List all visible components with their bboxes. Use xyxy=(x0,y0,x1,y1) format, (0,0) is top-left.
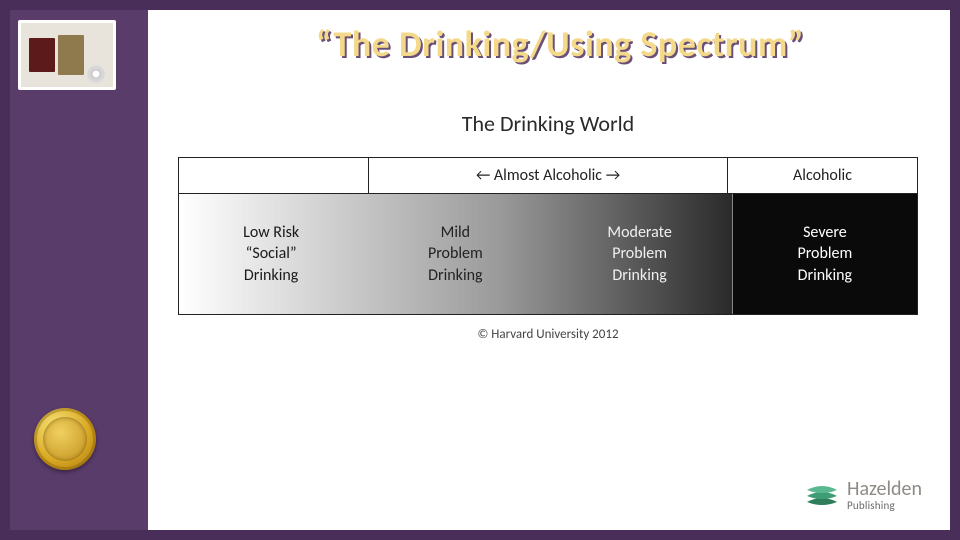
book-graphic xyxy=(58,35,84,75)
segment-label-line: Low Risk xyxy=(243,223,299,242)
sidebar xyxy=(10,10,148,530)
gold-medal-icon xyxy=(34,408,96,470)
segment-label-line: Mild xyxy=(441,223,470,242)
segment-label-line: Problem xyxy=(612,244,667,263)
segment-label-line: Problem xyxy=(428,244,483,263)
segment-low-risk: Low Risk “Social” Drinking xyxy=(179,194,363,314)
disc-graphic xyxy=(87,65,105,83)
chart-header-alcoholic: Alcoholic xyxy=(728,158,917,193)
publisher-brand: Hazelden xyxy=(847,479,922,500)
chart-gradient-zone: Low Risk “Social” Drinking Mild Problem … xyxy=(179,194,732,314)
segment-label-line: Drinking xyxy=(428,266,482,285)
chart-title: The Drinking World xyxy=(178,110,918,137)
segment-label-line: Moderate xyxy=(607,223,671,242)
segment-label-line: “Social” xyxy=(246,244,297,263)
segment-label-line: Drinking xyxy=(798,266,852,285)
segment-label-line: Drinking xyxy=(612,266,666,285)
publisher-subbrand: Publishing xyxy=(847,500,922,512)
chart-header-spacer xyxy=(179,158,368,193)
spectrum-chart: The Drinking World ← Almost Alcoholic → … xyxy=(178,110,918,342)
chart-table: ← Almost Alcoholic → Alcoholic Low Risk … xyxy=(178,157,918,315)
slide-title: “The Drinking/Using Spectrum” “The Drink… xyxy=(190,22,930,66)
segment-label-line: Severe xyxy=(803,223,847,242)
segment-severe: Severe Problem Drinking xyxy=(732,194,917,314)
content-area: The Drinking World ← Almost Alcoholic → … xyxy=(148,90,950,530)
hazelden-logo-icon xyxy=(805,482,839,510)
chart-copyright: © Harvard University 2012 xyxy=(178,327,918,342)
segment-moderate: Moderate Problem Drinking xyxy=(548,194,732,314)
publisher-logo-text: Hazelden Publishing xyxy=(847,479,922,512)
segment-label-line: Drinking xyxy=(244,266,298,285)
chart-header-row: ← Almost Alcoholic → Alcoholic xyxy=(179,158,917,194)
sidebar-product-image xyxy=(18,20,116,90)
slide-title-main: “The Drinking/Using Spectrum” xyxy=(190,22,930,66)
publisher-logo: Hazelden Publishing xyxy=(805,479,922,512)
segment-mild: Mild Problem Drinking xyxy=(363,194,547,314)
segment-label-line: Problem xyxy=(797,244,852,263)
book-graphic xyxy=(29,38,55,72)
chart-header-almost: ← Almost Alcoholic → xyxy=(368,158,728,193)
chart-body-row: Low Risk “Social” Drinking Mild Problem … xyxy=(179,194,917,314)
